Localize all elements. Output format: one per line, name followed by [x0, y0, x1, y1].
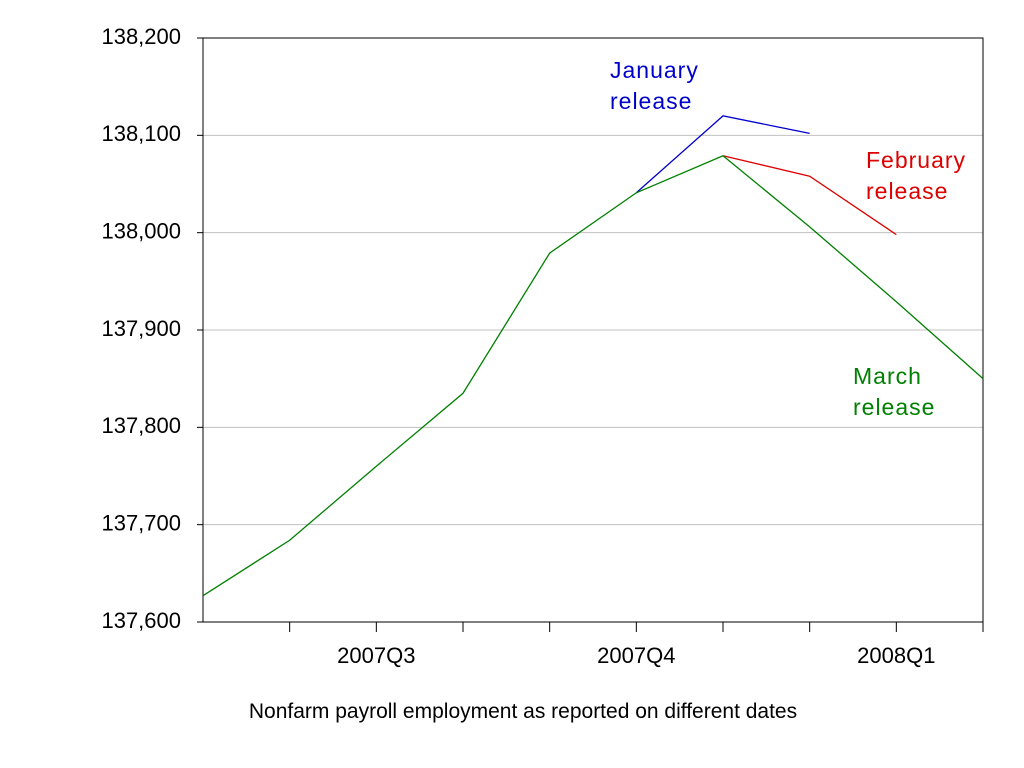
x-tick-label: 2007Q3 [337, 643, 415, 668]
line-series [635, 115, 810, 194]
line-series [722, 155, 897, 236]
y-tick-label: 137,600 [101, 608, 181, 633]
caption: Nonfarm payroll employment as reported o… [248, 700, 798, 723]
x-tick-label: 2008Q1 [857, 643, 935, 668]
y-tick-label: 137,900 [101, 316, 181, 341]
y-tick-label: 137,800 [101, 413, 181, 438]
line-series [202, 155, 984, 597]
y-tick-label: 138,000 [101, 218, 181, 243]
y-tick-label: 138,100 [101, 121, 181, 146]
series-label: February release [866, 147, 967, 204]
x-tick-label: 2007Q4 [597, 643, 675, 668]
plot-frame [202, 37, 984, 623]
y-tick-label: 138,200 [101, 24, 181, 49]
series-label: March release [853, 363, 936, 420]
y-tick-label: 137,700 [101, 510, 181, 535]
series-label: January release [610, 57, 699, 114]
